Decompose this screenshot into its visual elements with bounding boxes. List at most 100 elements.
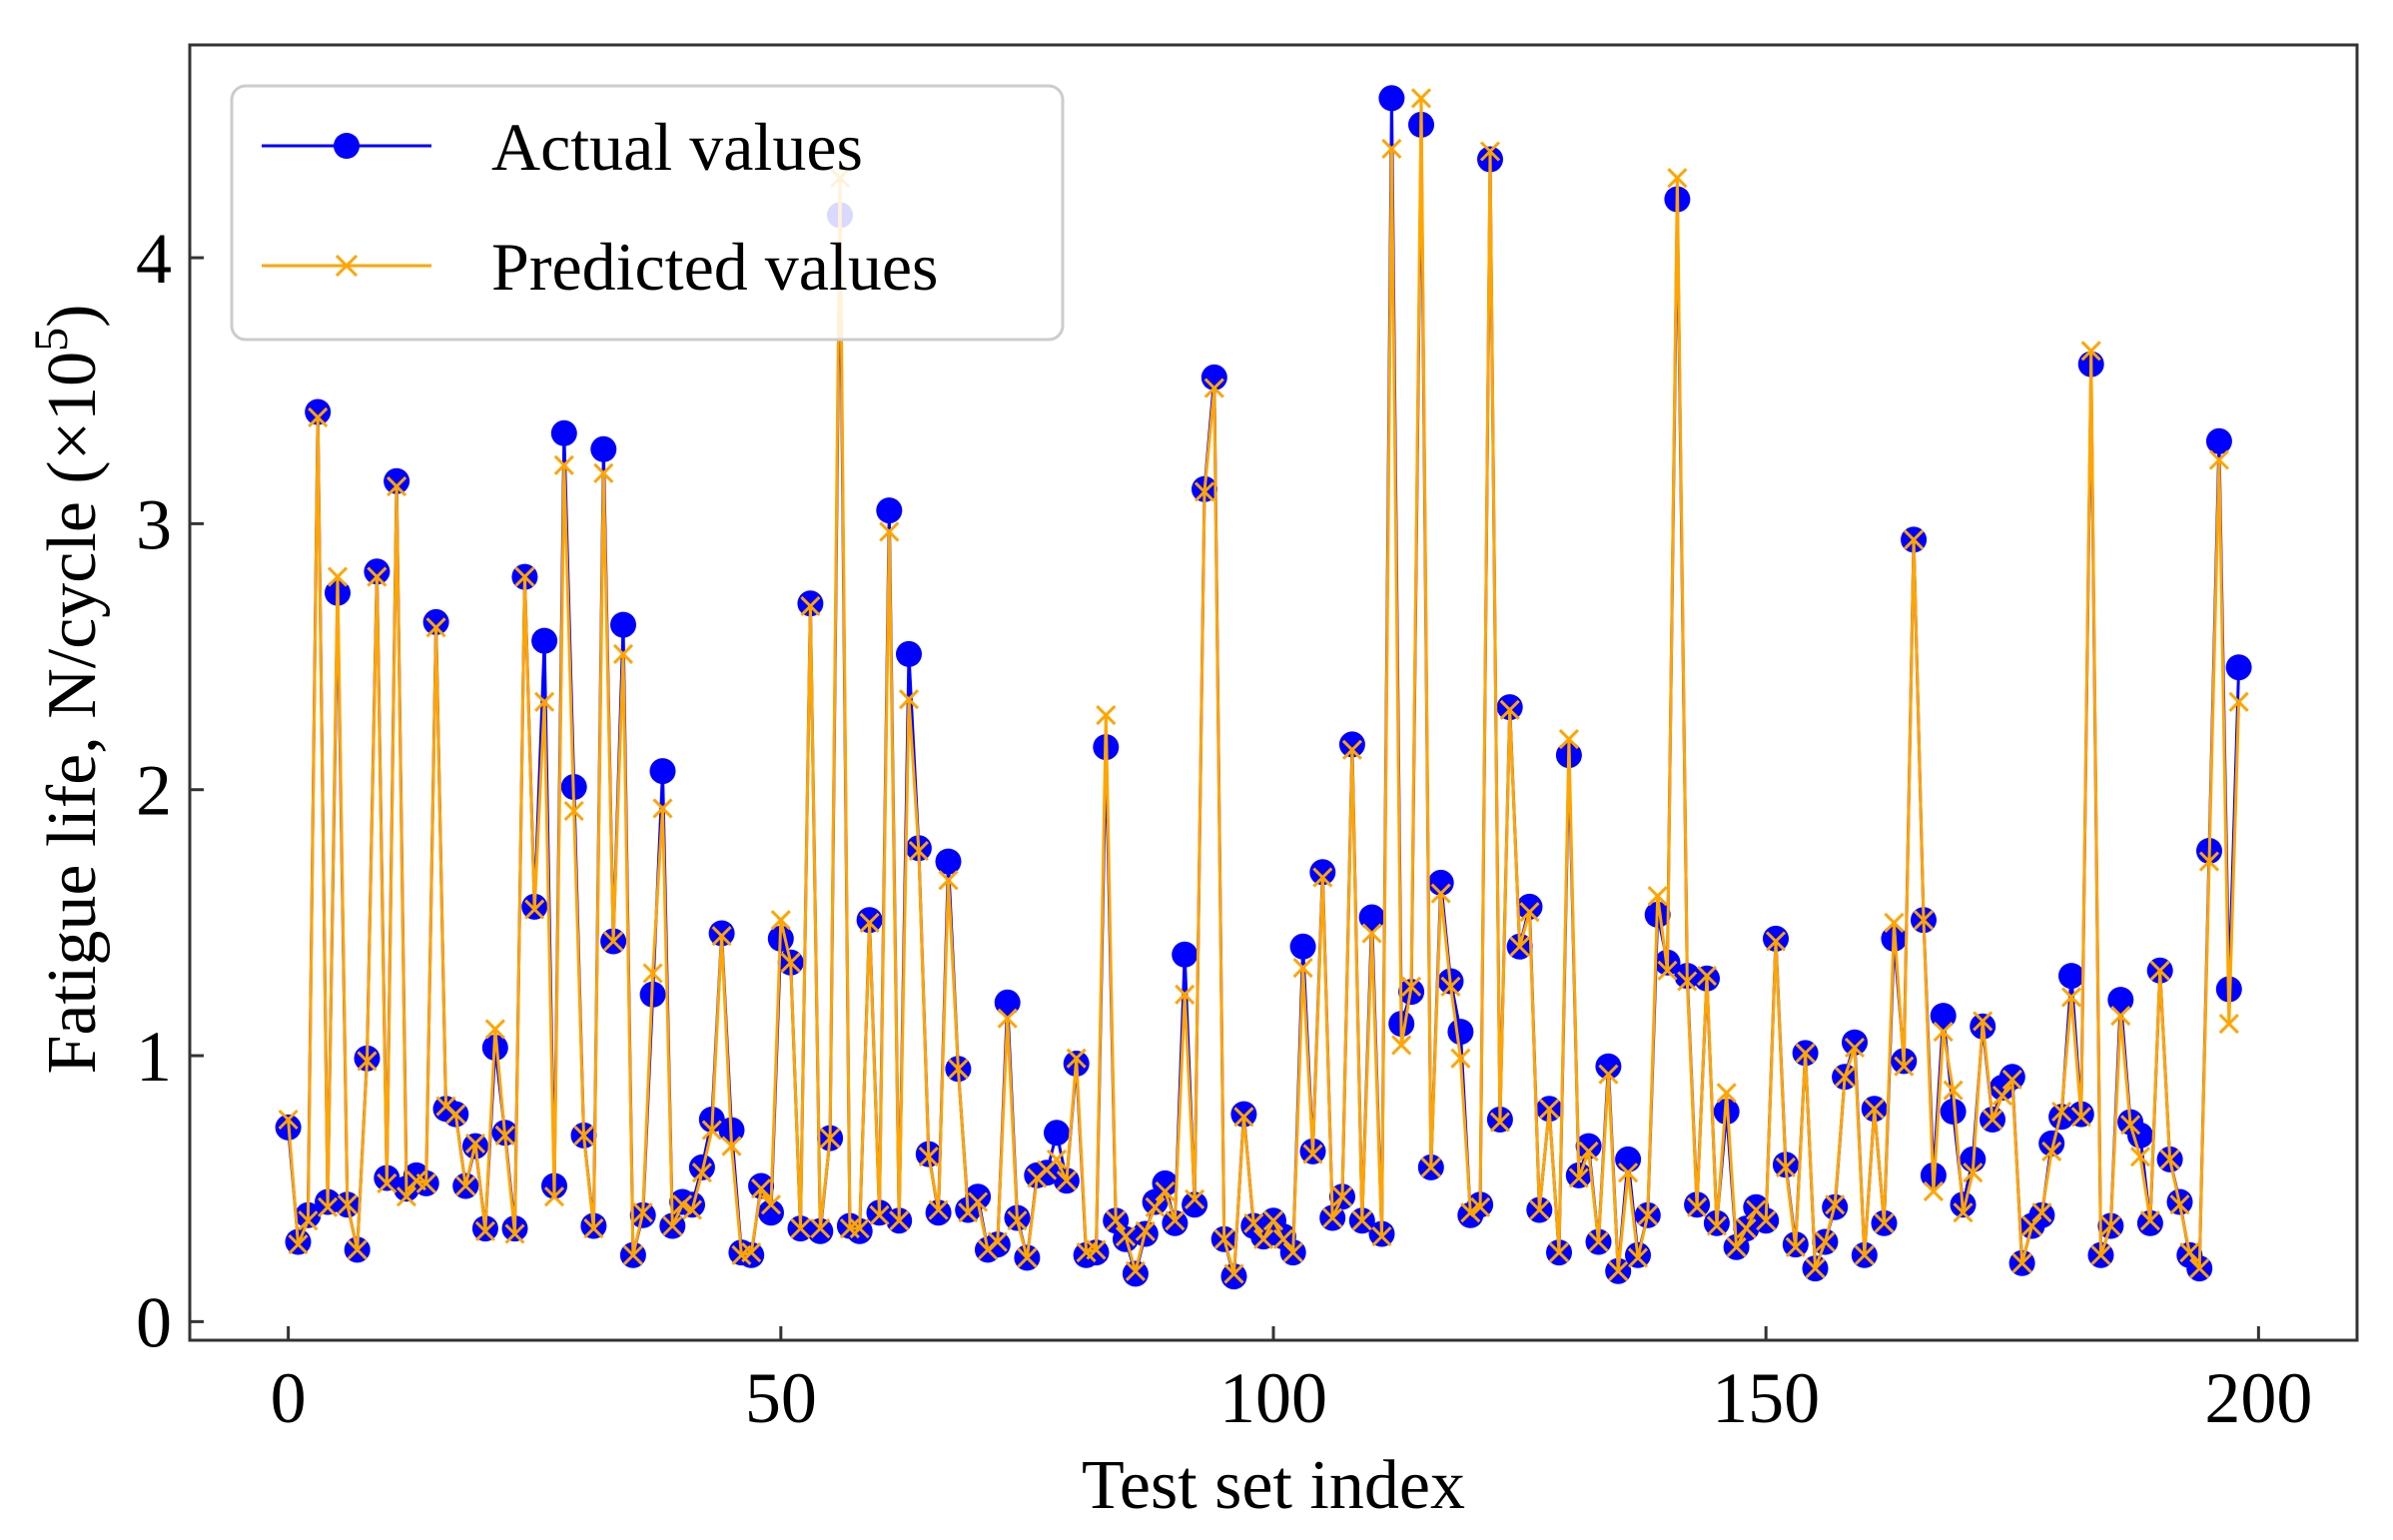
actual-point	[1083, 1239, 1110, 1266]
actual-point	[1615, 1146, 1642, 1172]
predicted-point	[1282, 1242, 1303, 1263]
predicted-point	[701, 1120, 722, 1141]
predicted-point	[1706, 1215, 1727, 1236]
predicted-point	[1106, 1210, 1127, 1231]
actual-point	[1230, 1101, 1257, 1128]
predicted-point	[278, 1109, 299, 1131]
actual-point	[896, 640, 922, 667]
predicted-point	[593, 462, 614, 483]
predicted-point	[2070, 1107, 2091, 1128]
actual-point	[1516, 893, 1543, 920]
predicted-point	[2159, 1149, 2180, 1169]
predicted-point	[1982, 1109, 2003, 1131]
predicted-point	[760, 1194, 782, 1215]
predicted-point	[1155, 1180, 1176, 1201]
predicted-point	[1017, 1247, 1038, 1268]
predicted-point	[1736, 1218, 1757, 1239]
legend-predicted-marker	[335, 254, 359, 278]
predicted-point	[751, 1178, 772, 1199]
predicted-point	[1588, 1231, 1609, 1252]
predicted-point	[1194, 481, 1215, 502]
actual-point	[965, 1183, 992, 1210]
y-tick-label: 0	[136, 1282, 172, 1362]
predicted-point	[357, 1051, 378, 1072]
predicted-point	[2100, 1215, 2121, 1236]
predicted-point	[1647, 886, 1668, 907]
predicted-point	[1864, 1099, 1885, 1120]
y-tick-label: 3	[136, 484, 172, 564]
predicted-point	[1233, 1107, 1254, 1128]
predicted-point	[524, 899, 545, 920]
predicted-point	[1371, 1226, 1392, 1247]
predicted-point	[1470, 1196, 1491, 1217]
predicted-point	[1667, 168, 1688, 189]
predicted-point	[1479, 141, 1501, 162]
predicted-point	[2129, 1147, 2151, 1167]
predicted-point	[1312, 867, 1333, 888]
predicted-point	[2051, 1101, 2072, 1123]
y-axis-label: Fatigue life, N/cycle (×105)	[25, 305, 111, 1075]
predicted-point	[1331, 1186, 1353, 1207]
predicted-point	[543, 1186, 565, 1207]
predicted-point	[1844, 1037, 1866, 1059]
actual-point	[1358, 904, 1385, 931]
x-axis-label: Test set index	[1082, 1447, 1465, 1524]
predicted-point	[1066, 1048, 1087, 1069]
predicted-point	[1351, 1210, 1372, 1231]
predicted-point	[563, 800, 584, 822]
predicted-point	[662, 1215, 683, 1236]
predicted-point	[859, 912, 880, 933]
predicted-point	[869, 1204, 890, 1225]
predicted-point	[1292, 958, 1313, 979]
predicted-point	[1558, 729, 1579, 750]
predicted-point	[672, 1194, 693, 1215]
predicted-point	[1203, 378, 1224, 398]
predicted-point	[2080, 341, 2101, 362]
predicted-point	[1223, 1263, 1244, 1284]
predicted-point	[1165, 1210, 1186, 1231]
predicted-point	[948, 1059, 969, 1080]
predicted-point	[1992, 1085, 2012, 1107]
predicted-point	[1687, 1196, 1708, 1217]
predicted-point	[2031, 1202, 2052, 1223]
actual-point	[1998, 1064, 2025, 1091]
predicted-point	[2011, 1252, 2032, 1273]
predicted-point	[1904, 529, 1925, 550]
predicted-point	[1529, 1199, 1550, 1220]
actual-point	[1447, 1019, 1474, 1046]
predicted-point	[1775, 1156, 1796, 1177]
predicted-point	[918, 1147, 939, 1167]
predicted-point	[1785, 1236, 1806, 1257]
predicted-point	[612, 643, 634, 664]
predicted-point	[1046, 1149, 1068, 1169]
actual-point	[856, 907, 883, 934]
predicted-point	[1302, 1144, 1323, 1164]
predicted-point	[1135, 1220, 1156, 1241]
predicted-point	[1420, 1156, 1441, 1177]
predicted-point	[2218, 1014, 2239, 1035]
predicted-point	[2041, 1141, 2062, 1161]
predicted-point	[1391, 1035, 1412, 1056]
predicted-point	[879, 521, 900, 542]
y-tick-label: 2	[136, 751, 172, 831]
actual-point	[925, 1199, 952, 1226]
predicted-markers	[278, 88, 2249, 1284]
actual-point	[1220, 1263, 1247, 1290]
actual-point	[1763, 925, 1789, 952]
actual-point	[748, 1172, 775, 1199]
predicted-point	[1825, 1194, 1846, 1215]
y-axis: 0 1 2 3 4	[136, 219, 204, 1362]
predicted-point	[2021, 1215, 2042, 1236]
actual-point	[305, 398, 332, 425]
predicted-point	[1963, 1162, 1984, 1183]
predicted-point	[603, 931, 624, 952]
actual-point	[876, 497, 903, 524]
predicted-point	[632, 1202, 653, 1223]
predicted-point	[455, 1175, 476, 1196]
predicted-point	[2139, 1210, 2160, 1231]
predicted-point	[2090, 1244, 2111, 1265]
predicted-point	[1539, 1099, 1560, 1120]
actual-point	[2058, 963, 2084, 990]
predicted-point	[1894, 1056, 1915, 1077]
